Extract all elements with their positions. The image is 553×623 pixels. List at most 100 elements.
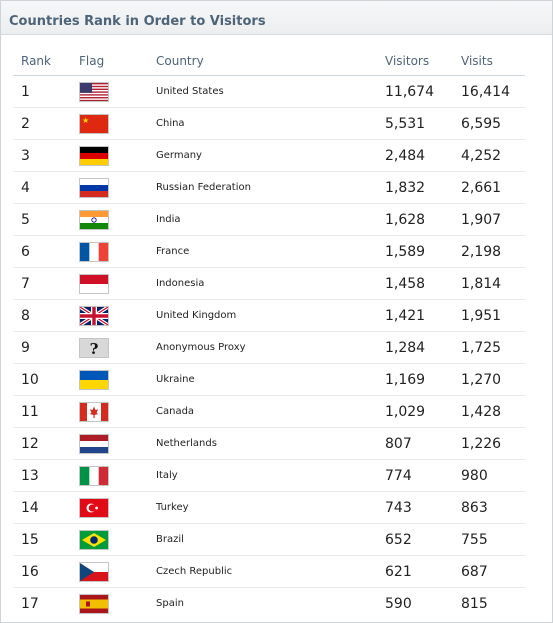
anonymous-proxy-icon: ?: [79, 337, 109, 358]
table-row: 4 Russian Federation 1,832 2,661: [13, 171, 525, 204]
flag-cell: [79, 235, 156, 268]
in-flag-icon: [79, 209, 109, 230]
visitors-cell: 807: [385, 427, 461, 460]
table-header-row: Rank Flag Country Visitors Visits: [13, 47, 525, 76]
country-cell: United Kingdom: [156, 299, 385, 332]
us-flag-icon: [79, 81, 109, 102]
rank-cell: 15: [13, 523, 79, 556]
table-body: 1 United States 11,674 16,414 2 ★ China 5,531 6,…: [13, 75, 525, 620]
table-row: 16 Czech Republic 621 687: [13, 555, 525, 588]
rank-cell: 17: [21, 595, 39, 612]
cz-flag-icon: [79, 561, 109, 582]
visits-cell: 687: [461, 555, 525, 588]
flag-cell: ?: [79, 331, 156, 364]
table-row: 11 Canada 1,029 1,428: [13, 395, 525, 428]
table-row: 13 Italy 774 980: [13, 459, 525, 492]
it-flag-icon: [79, 465, 109, 486]
visitors-cell: 5,531: [385, 107, 461, 140]
visits-cell: 1,725: [461, 331, 525, 364]
rank-cell: 9: [13, 331, 79, 364]
visitors-column-header: Visitors: [385, 47, 461, 76]
tr-flag-icon: [79, 497, 109, 518]
rank-cell: 11: [13, 395, 79, 428]
svg-text:★: ★: [82, 116, 89, 125]
flag-cell: [79, 171, 156, 204]
visits-cell: 980: [461, 459, 525, 492]
visitors-cell: 1,832: [385, 171, 461, 204]
flag-cell: [79, 203, 156, 236]
visitors-cell: 1,029: [385, 395, 461, 428]
svg-text:?: ?: [90, 340, 99, 357]
visits-column-header: Visits: [461, 47, 525, 76]
flag-cell: [79, 555, 156, 588]
rank-cell: 1: [13, 75, 79, 108]
flag-cell: [79, 523, 156, 556]
visits-cell: 1,270: [461, 363, 525, 396]
visits-cell: 4,252: [461, 139, 525, 172]
fr-flag-icon: [79, 241, 109, 262]
br-flag-icon: [79, 529, 109, 550]
visits-cell: 755: [461, 523, 525, 556]
visits-cell: 2,198: [461, 235, 525, 268]
visits-cell: 863: [461, 491, 525, 524]
flag-cell: [79, 459, 156, 492]
table-row: 9? Anonymous Proxy 1,284 1,725: [13, 331, 525, 364]
ca-flag-icon: [79, 401, 109, 422]
visits-cell: 6,595: [461, 107, 525, 140]
country-cell: France: [156, 235, 385, 268]
table-row: 17 Spain 590 815: [13, 588, 525, 620]
flag-cell: [79, 267, 156, 300]
flag-cell: [79, 139, 156, 172]
visitors-cell: 621: [385, 555, 461, 588]
rank-cell: 8: [13, 299, 79, 332]
rank-cell: 13: [13, 459, 79, 492]
country-cell: Canada: [156, 395, 385, 428]
visitors-cell: 1,589: [385, 235, 461, 268]
table-row: 5 India 1,628 1,907: [13, 203, 525, 236]
rank-cell: 5: [13, 203, 79, 236]
table-row: 8 United Kingdom 1,421 1,951: [13, 299, 525, 332]
country-cell: Brazil: [156, 523, 385, 556]
rank-cell: 7: [13, 267, 79, 300]
ua-flag-icon: [79, 369, 109, 390]
flag-cell: [79, 491, 156, 524]
visits-cell: 815: [461, 595, 488, 612]
flag-cell: [79, 588, 156, 620]
country-cell: Russian Federation: [156, 171, 385, 204]
visits-cell: 1,814: [461, 267, 525, 300]
visitors-cell: 2,484: [385, 139, 461, 172]
table-row: 14 Turkey 743 863: [13, 491, 525, 524]
visitors-cell: 1,458: [385, 267, 461, 300]
visits-cell: 2,661: [461, 171, 525, 204]
flag-cell: ★: [79, 107, 156, 140]
visits-cell: 1,951: [461, 299, 525, 332]
country-cell: Indonesia: [156, 267, 385, 300]
rank-cell: 4: [13, 171, 79, 204]
rank-cell: 3: [13, 139, 79, 172]
table-row: 2 ★ China 5,531 6,595: [13, 107, 525, 140]
rank-cell: 14: [13, 491, 79, 524]
visitors-cell: 1,421: [385, 299, 461, 332]
cn-flag-icon: ★: [79, 113, 109, 134]
table-row: 10 Ukraine 1,169 1,270: [13, 363, 525, 396]
country-cell: Spain: [156, 598, 184, 609]
visits-cell: 1,226: [461, 427, 525, 460]
visits-cell: 1,907: [461, 203, 525, 236]
visits-cell: 16,414: [461, 75, 525, 108]
rank-cell: 6: [13, 235, 79, 268]
table-row: 3 Germany 2,484 4,252: [13, 139, 525, 172]
country-cell: Germany: [156, 139, 385, 172]
country-cell: China: [156, 107, 385, 140]
flag-cell: [79, 427, 156, 460]
visitors-cell: 1,284: [385, 331, 461, 364]
es-flag-icon: [79, 593, 109, 614]
visitors-cell: 652: [385, 523, 461, 556]
flag-cell: [79, 299, 156, 332]
country-column-header: Country: [156, 47, 385, 76]
visitors-cell: 590: [385, 595, 412, 612]
country-cell: Italy: [156, 459, 385, 492]
rank-column-header: Rank: [13, 47, 79, 76]
country-cell: Netherlands: [156, 427, 385, 460]
countries-table: Rank Flag Country Visitors Visits 1 Unite…: [13, 47, 525, 619]
